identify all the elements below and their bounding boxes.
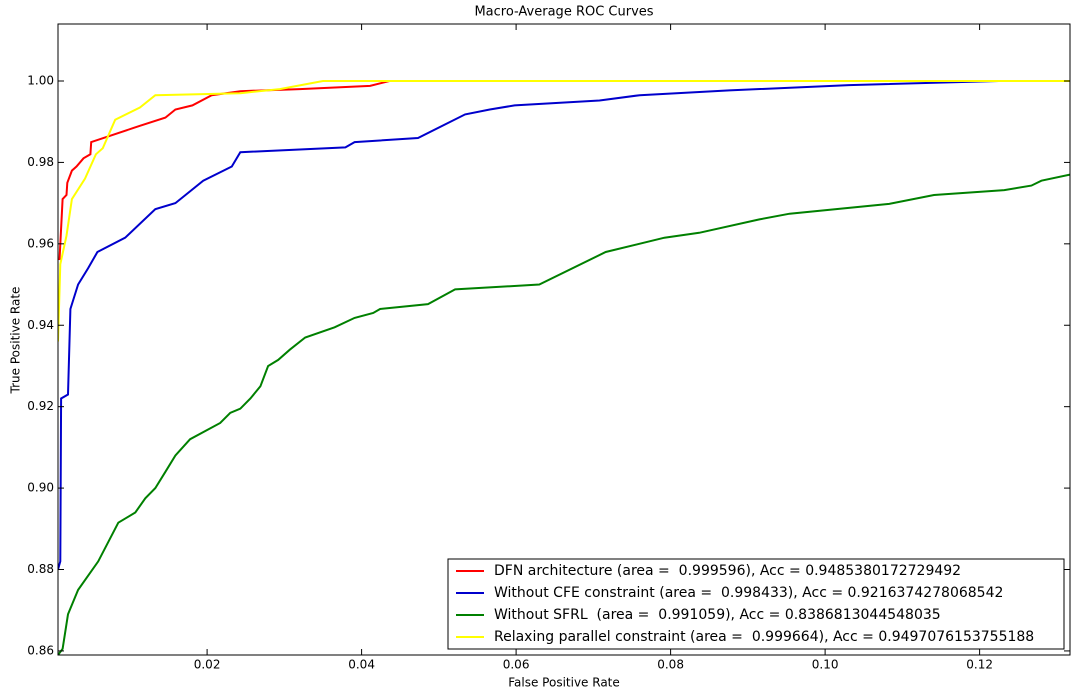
plot-frame — [57, 23, 1071, 656]
roc-line — [58, 173, 1070, 655]
y-tick-label: 0.94 — [27, 318, 54, 332]
plot — [58, 80, 1070, 655]
legend-label: Without CFE constraint (area = 0.998433)… — [494, 585, 1003, 601]
y-tick-label: 0.96 — [27, 236, 54, 250]
legend-label: Relaxing parallel constraint (area = 0.9… — [494, 629, 1034, 645]
y-tick-label: 0.88 — [27, 562, 54, 576]
y-axis-label: True Positive Rate — [9, 287, 23, 395]
chart-title: Macro-Average ROC Curves — [474, 5, 653, 20]
y-tick-label: 1.00 — [27, 73, 54, 87]
legend: DFN architecture (area = 0.999596), Acc … — [447, 558, 1065, 650]
legend-label: Without SFRL (area = 0.991059), Acc = 0.… — [494, 607, 941, 623]
x-tick-label: 0.06 — [503, 658, 530, 672]
y-tick-label: 0.86 — [27, 643, 54, 657]
roc-line — [58, 80, 1070, 570]
x-axis-label: False Positive Rate — [508, 676, 620, 690]
legend-box — [447, 558, 1065, 650]
x-tick-label: 0.04 — [348, 658, 375, 672]
x-tick-label: 0.10 — [812, 658, 839, 672]
x-tick-label: 0.02 — [194, 658, 221, 672]
y-tick-label: 0.92 — [27, 399, 54, 413]
y-tick-label: 0.98 — [27, 155, 54, 169]
x-tick-label: 0.08 — [657, 658, 684, 672]
legend-label: DFN architecture (area = 0.999596), Acc … — [494, 563, 961, 579]
roc-line — [58, 80, 1070, 342]
x-tick-label: 0.12 — [966, 658, 993, 672]
y-tick-label: 0.90 — [27, 481, 54, 495]
roc-line — [58, 80, 1070, 261]
